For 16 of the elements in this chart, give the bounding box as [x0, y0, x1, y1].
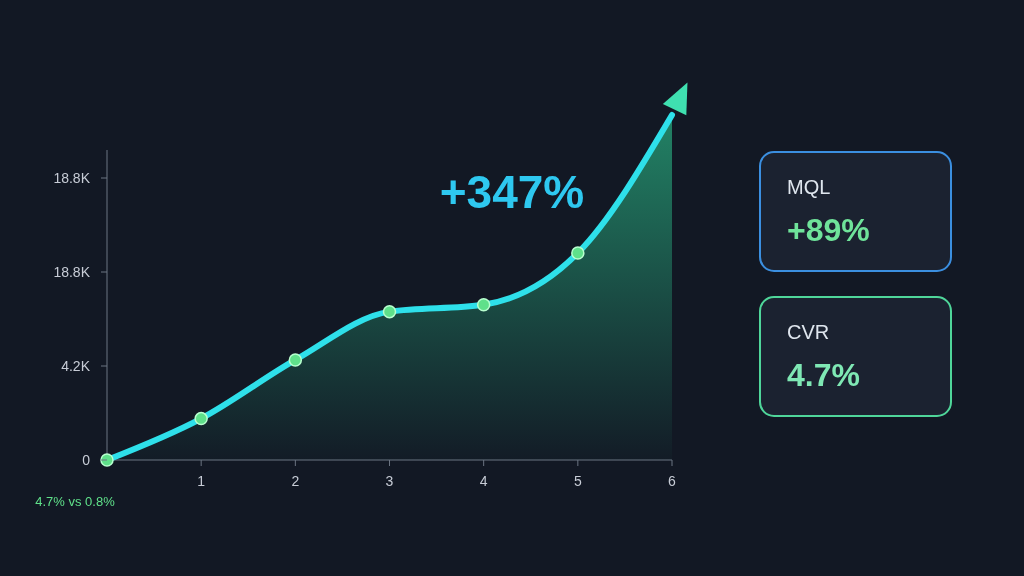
x-tick-label: 3 — [385, 473, 394, 489]
text: MQL — [787, 176, 831, 198]
text: 0 — [82, 452, 91, 468]
text: 4.7% vs 0.8% — [35, 494, 116, 509]
text: 18.8K — [53, 264, 91, 280]
text: +89% — [787, 212, 870, 248]
text: 4.2K — [61, 358, 91, 374]
x-tick-label: 5 — [573, 473, 582, 489]
text: 18.8K — [53, 170, 91, 186]
x-tick-label: 1 — [197, 473, 206, 489]
x-tick-label: 6 — [668, 473, 677, 489]
text: 4.7% — [787, 357, 860, 393]
x-tick-label: 2 — [291, 473, 300, 489]
x-tick-label: 4 — [479, 473, 488, 489]
annotation: +347% — [439, 166, 585, 218]
text: CVR — [787, 321, 830, 343]
